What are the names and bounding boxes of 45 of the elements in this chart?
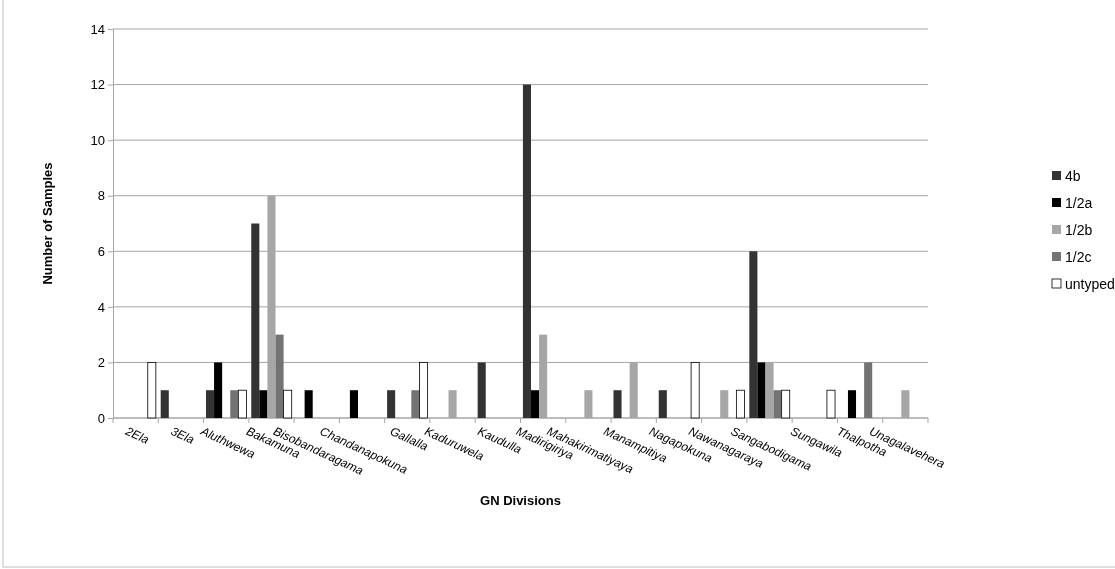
legend-label: 4b: [1065, 168, 1081, 184]
y-tick-label: 10: [90, 132, 105, 148]
y-tick-label: 14: [90, 21, 105, 37]
bar: [531, 390, 540, 418]
bar: [522, 84, 532, 418]
bar: [735, 389, 745, 419]
bar: [613, 390, 622, 418]
bar: [411, 390, 420, 418]
bar: [205, 390, 215, 418]
legend-label: 1/2b: [1065, 222, 1093, 238]
bar: [237, 389, 247, 419]
y-tick-label: 4: [97, 299, 105, 315]
bar: [251, 223, 260, 418]
legend-label: 1/2a: [1065, 195, 1093, 211]
y-tick-label: 8: [97, 188, 105, 204]
bar: [349, 390, 358, 418]
bar: [419, 362, 428, 419]
bar: [160, 390, 169, 418]
bar: [749, 251, 758, 418]
bar: [847, 390, 857, 418]
bar: [147, 362, 157, 419]
x-tick-label: 3Ela: [168, 424, 197, 448]
bar: [283, 389, 293, 419]
bar: [477, 362, 486, 418]
bar: [304, 390, 313, 418]
bar: [214, 362, 223, 418]
x-axis-title: GN Divisions: [480, 493, 561, 508]
bar: [259, 390, 268, 418]
y-tick-label: 2: [97, 355, 105, 371]
x-tick-label: 2Ela: [122, 423, 152, 448]
bar: [690, 362, 700, 419]
y-axis-title: Number of Samples: [40, 162, 55, 285]
y-tick-label: 12: [90, 77, 105, 93]
legend-label: 1/2c: [1065, 249, 1092, 265]
y-tick-label: 0: [97, 410, 105, 426]
bar: [826, 389, 836, 419]
bar: [864, 362, 873, 418]
bar: [757, 362, 766, 418]
bar: [658, 390, 667, 418]
y-tick-label: 6: [97, 243, 105, 259]
bar: [230, 390, 239, 418]
bar: [387, 390, 396, 418]
legend-label: untyped: [1065, 276, 1115, 292]
bar: [781, 389, 791, 419]
bar: [275, 334, 284, 418]
